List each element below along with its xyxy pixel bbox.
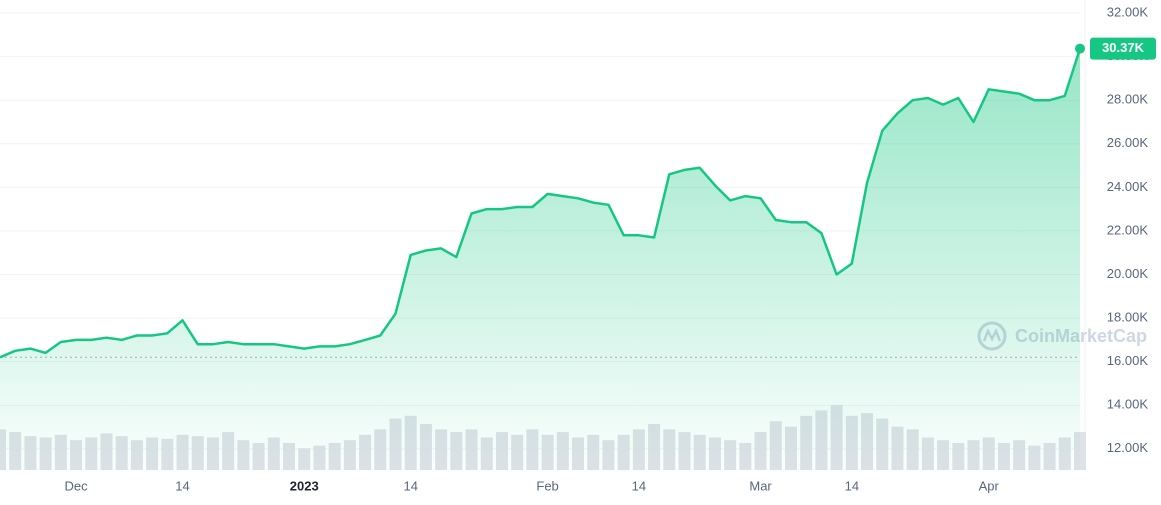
- y-tick-label: 16.00K: [1107, 353, 1149, 368]
- y-tick-label: 20.00K: [1107, 266, 1149, 281]
- y-tick-label: 24.00K: [1107, 179, 1149, 194]
- x-tick-label: 2023: [290, 478, 319, 493]
- y-tick-label: 26.00K: [1107, 135, 1149, 150]
- x-tick-label: 14: [845, 478, 859, 493]
- y-tick-label: 32.00K: [1107, 5, 1149, 20]
- y-tick-label: 18.00K: [1107, 310, 1149, 325]
- price-line: [0, 48, 1082, 359]
- y-tick-label: 28.00K: [1107, 92, 1149, 107]
- y-tick-label: 22.00K: [1107, 222, 1149, 237]
- area-fill: [0, 48, 1080, 470]
- price-badge: [1090, 37, 1156, 60]
- x-tick-label: Dec: [64, 478, 88, 493]
- x-tick-label: Feb: [536, 478, 558, 493]
- x-tick-label: 14: [403, 478, 417, 493]
- y-tick-label: 14.00K: [1107, 397, 1149, 412]
- last-point: [1075, 43, 1085, 54]
- x-tick-label: 14: [175, 478, 189, 493]
- x-tick-label: 14: [632, 478, 646, 493]
- x-tick-label: Mar: [749, 478, 772, 493]
- y-tick-label: 12.00K: [1107, 440, 1149, 455]
- x-tick-label: Apr: [979, 478, 1000, 493]
- price-badge-label: 30.37K: [1102, 40, 1145, 55]
